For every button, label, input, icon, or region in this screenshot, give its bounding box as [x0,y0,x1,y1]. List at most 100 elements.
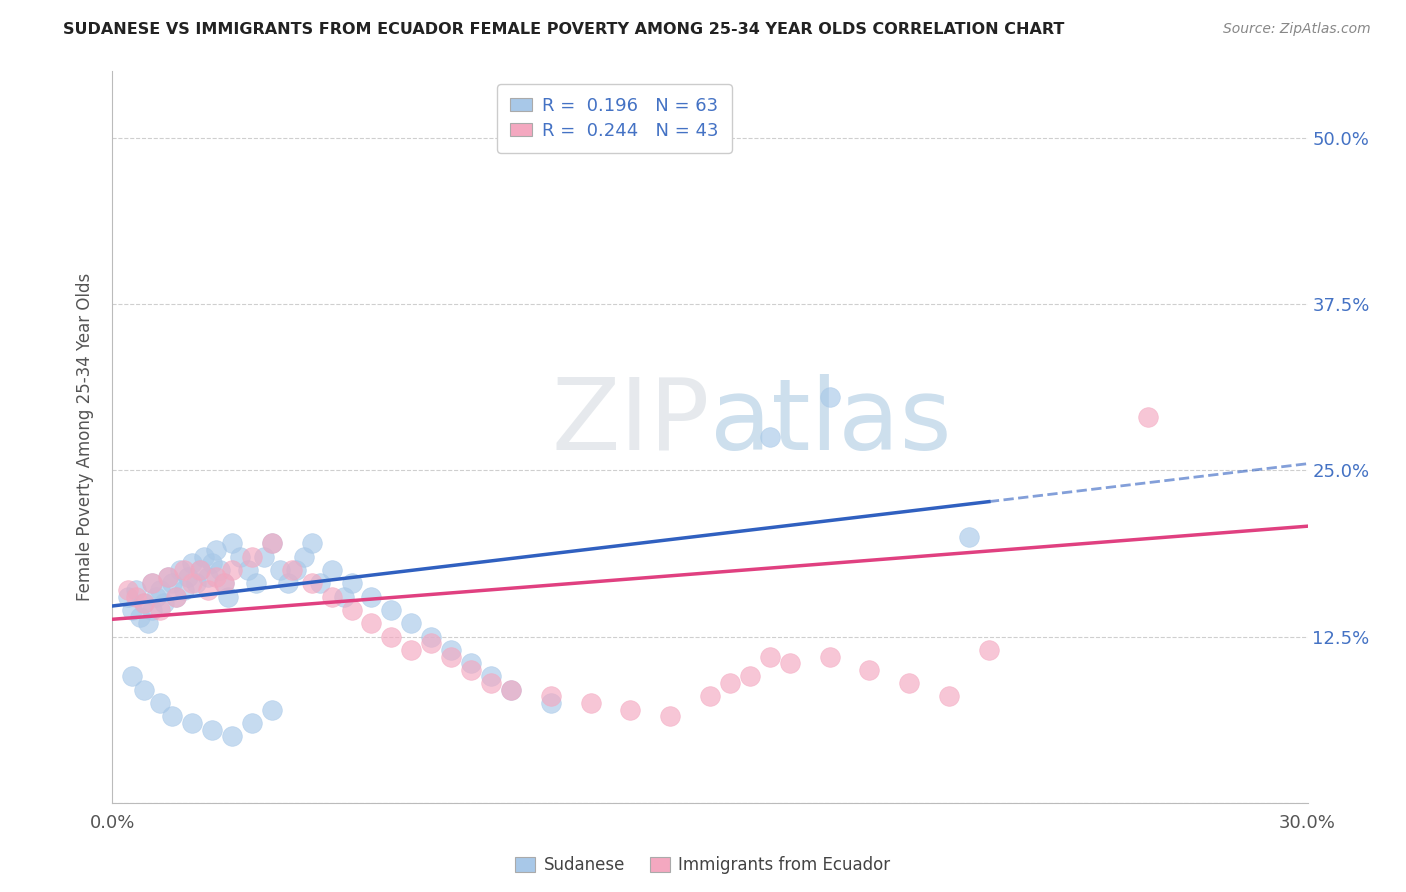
Point [165,590,187,604]
Legend: Sudanese, Immigrants from Ecuador: Sudanese, Immigrants from Ecuador [509,849,897,881]
Point [759,430,782,444]
Point [818,649,841,664]
Point [149,582,172,597]
Text: atlas: atlas [710,374,952,471]
Point [332,590,354,604]
Point [129,609,152,624]
Point [240,549,263,564]
Point [460,663,482,677]
Point [245,576,267,591]
Point [718,676,741,690]
Point [201,723,224,737]
Point [858,663,880,677]
Point [308,576,330,591]
Point [236,563,259,577]
Point [157,570,180,584]
Legend: R =  0.196   N = 63, R =  0.244   N = 43: R = 0.196 N = 63, R = 0.244 N = 43 [498,84,731,153]
Point [153,596,176,610]
Point [253,549,276,564]
Point [460,656,482,670]
Point [420,630,443,644]
Point [169,563,191,577]
Text: SUDANESE VS IMMIGRANTS FROM ECUADOR FEMALE POVERTY AMONG 25-34 YEAR OLDS CORRELA: SUDANESE VS IMMIGRANTS FROM ECUADOR FEMA… [63,22,1064,37]
Point [738,669,761,683]
Point [173,563,195,577]
Point [957,530,980,544]
Point [440,649,463,664]
Point [141,576,163,591]
Point [260,536,283,550]
Point [177,570,200,584]
Point [212,576,235,591]
Y-axis label: Female Poverty Among 25-34 Year Olds: Female Poverty Among 25-34 Year Olds [76,273,94,601]
Point [121,603,143,617]
Point [121,669,143,683]
Point [579,696,602,710]
Point [699,690,721,704]
Point [221,729,243,743]
Point [145,590,167,604]
Point [659,709,682,723]
Point [977,643,1000,657]
Point [240,716,263,731]
Point [201,557,224,571]
Point [181,557,204,571]
Point [117,590,139,604]
Point [173,582,195,597]
Point [188,563,211,577]
Point [162,576,183,591]
Point [149,603,172,617]
Point [401,643,423,657]
Point [440,643,463,657]
Point [229,549,252,564]
Point [149,696,172,710]
Point [117,582,139,597]
Point [162,709,183,723]
Point [301,536,323,550]
Point [619,703,641,717]
Point [134,596,156,610]
Point [193,549,215,564]
Point [138,616,160,631]
Point [141,603,163,617]
Point [321,590,343,604]
Point [205,570,228,584]
Point [181,576,204,591]
Point [284,563,307,577]
Point [401,616,423,631]
Point [898,676,921,690]
Point [301,576,323,591]
Point [212,576,235,591]
Point [540,690,562,704]
Point [125,590,148,604]
Point [277,576,299,591]
Point [165,590,187,604]
Point [938,690,960,704]
Point [260,703,283,717]
Point [205,543,228,558]
Point [479,676,502,690]
Point [269,563,291,577]
Point [217,590,239,604]
Point [260,536,283,550]
Point [188,563,211,577]
Point [340,603,363,617]
Point [134,596,156,610]
Point [499,682,522,697]
Point [540,696,562,710]
Point [181,716,204,731]
Point [281,563,304,577]
Point [321,563,343,577]
Point [340,576,363,591]
Point [818,390,841,404]
Text: Source: ZipAtlas.com: Source: ZipAtlas.com [1223,22,1371,37]
Point [197,582,219,597]
Point [209,563,232,577]
Point [141,576,163,591]
Point [197,570,219,584]
Point [186,576,208,591]
Point [125,582,148,597]
Point [221,536,243,550]
Point [1137,410,1160,425]
Point [380,603,402,617]
